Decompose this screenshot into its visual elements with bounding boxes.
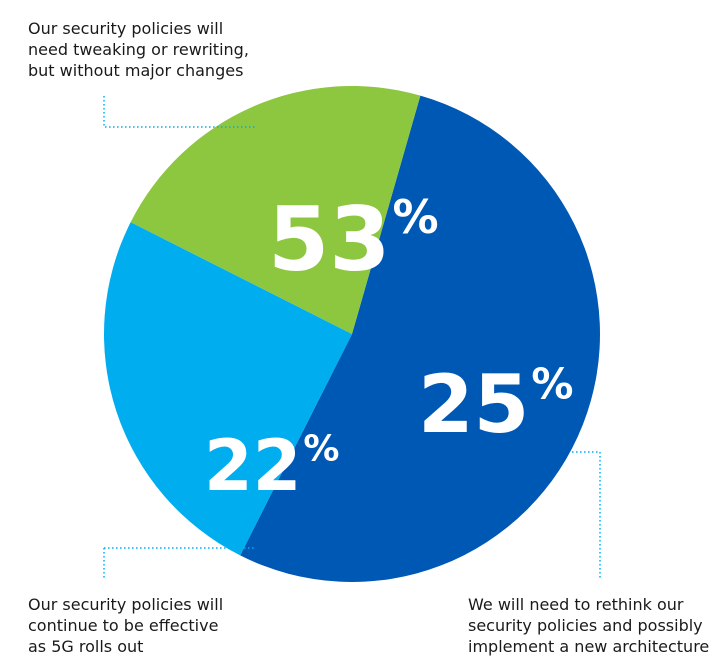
legend-label-policies-effective: Our security policies will continue to b… (28, 594, 223, 657)
legend-line: but without major changes (28, 61, 244, 80)
legend-line: as 5G rolls out (28, 637, 144, 656)
slice-policies-tweaking (240, 95, 601, 582)
legend-label-rethink-policies: We will need to rethink our security pol… (468, 594, 709, 657)
slice-policies-effective (130, 86, 421, 334)
slice-value-label: 22% (204, 425, 340, 507)
legend-line: Our security policies will (28, 19, 224, 38)
legend-line: need tweaking or rewriting, (28, 40, 249, 59)
slice-rethink-policies (104, 222, 352, 556)
leader-line (572, 451, 601, 580)
legend-line: implement a new architecture (468, 637, 710, 656)
legend-line: Our security policies will (28, 595, 224, 614)
legend-label-policies-tweaking: Our security policies will need tweaking… (28, 18, 249, 81)
leader-line (103, 96, 256, 128)
slice-value-label: 25% (418, 358, 573, 451)
slice-value-label: 53% (268, 188, 439, 291)
legend-line: continue to be effective (28, 616, 219, 635)
legend-line: We will need to rethink our (468, 595, 684, 614)
legend-line: security policies and possibly (468, 616, 703, 635)
